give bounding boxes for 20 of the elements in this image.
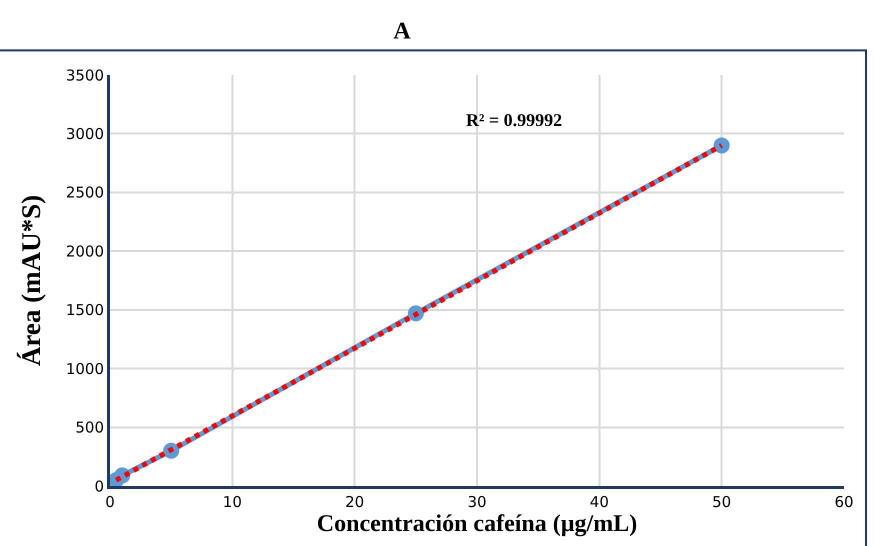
x-tick-label: 50 (712, 493, 732, 511)
y-tick-label: 3000 (66, 124, 104, 143)
chart-title: A (393, 18, 412, 45)
x-axis-title: Concentración cafeína (µg/mL) (316, 511, 638, 537)
point (714, 137, 730, 154)
x-tick-label: 0 (105, 493, 115, 511)
y-tick-label: 500 (75, 418, 104, 437)
y-tick-label: 1500 (66, 301, 104, 320)
x-tick-label: 20 (345, 493, 364, 511)
y-tick-label: 3500 (66, 66, 104, 84)
y-tick-label: 2000 (66, 242, 104, 260)
y-tick-label: 0 (94, 477, 104, 496)
y-axis-title: Área (mAU*S) (16, 194, 46, 366)
x-tick-label: 30 (467, 493, 487, 511)
y-tick-label: 2500 (66, 184, 104, 202)
y-tick-label: 1000 (66, 360, 104, 378)
x-tick-label: 40 (590, 493, 609, 511)
x-tick-label: 10 (222, 493, 242, 511)
annotation: R² = 0.99992 (466, 110, 562, 130)
x-tick-label: 60 (834, 493, 854, 511)
